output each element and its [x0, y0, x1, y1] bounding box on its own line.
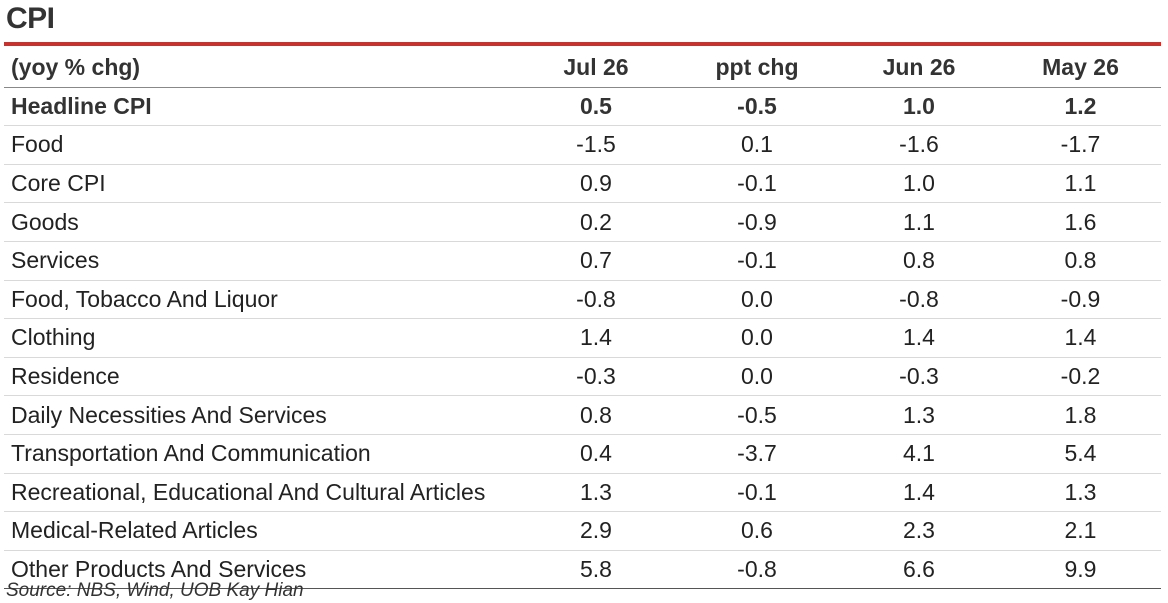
cell-jul-26: -0.3	[516, 357, 676, 397]
row-label: Services	[4, 241, 516, 281]
cell-jun-26: 1.4	[838, 318, 1000, 358]
cell-ppt-chg: -0.1	[676, 241, 838, 281]
cell-may-26: 2.1	[1000, 511, 1161, 551]
header-jul-26: Jul 26	[516, 49, 676, 88]
cell-ppt-chg: -0.9	[676, 202, 838, 242]
page-title: CPI	[6, 2, 55, 35]
cell-jul-26: -0.8	[516, 280, 676, 320]
cell-may-26: 1.6	[1000, 202, 1161, 242]
table-row: Food, Tobacco And Liquor -0.8 0.0 -0.8 -0.9	[4, 280, 1161, 320]
header-ppt-chg: ppt chg	[676, 49, 838, 88]
table-row: Goods 0.2 -0.9 1.1 1.6	[4, 202, 1161, 242]
table-row: Services 0.7 -0.1 0.8 0.8	[4, 241, 1161, 281]
cell-may-26: 0.8	[1000, 241, 1161, 281]
cell-ppt-chg: 0.0	[676, 318, 838, 358]
cell-jun-26: 6.6	[838, 550, 1000, 590]
row-label: Goods	[4, 202, 516, 242]
cell-jun-26: 0.8	[838, 241, 1000, 281]
title-rule	[4, 42, 1161, 46]
table-row: Clothing 1.4 0.0 1.4 1.4	[4, 318, 1161, 358]
cell-jul-26: 1.4	[516, 318, 676, 358]
row-label: Headline CPI	[4, 87, 516, 127]
cell-ppt-chg: 0.0	[676, 357, 838, 397]
table-row: Headline CPI 0.5 -0.5 1.0 1.2	[4, 87, 1161, 127]
cell-jun-26: 4.1	[838, 434, 1000, 474]
cell-ppt-chg: -0.1	[676, 473, 838, 513]
cell-may-26: 1.3	[1000, 473, 1161, 513]
row-label: Recreational, Educational And Cultural A…	[4, 473, 516, 513]
row-label: Transportation And Communication	[4, 434, 516, 474]
row-label: Residence	[4, 357, 516, 397]
cell-jun-26: 1.1	[838, 202, 1000, 242]
cpi-table: (yoy % chg) Jul 26 ppt chg Jun 26 May 26…	[4, 49, 1161, 590]
table-row: Food -1.5 0.1 -1.6 -1.7	[4, 125, 1161, 165]
cell-jun-26: 2.3	[838, 511, 1000, 551]
cell-jul-26: 1.3	[516, 473, 676, 513]
cell-jul-26: 5.8	[516, 550, 676, 590]
cell-may-26: 1.1	[1000, 164, 1161, 204]
cell-ppt-chg: -0.5	[676, 87, 838, 127]
table-row: Residence -0.3 0.0 -0.3 -0.2	[4, 357, 1161, 397]
row-label: Food	[4, 125, 516, 165]
cell-jun-26: 1.4	[838, 473, 1000, 513]
cell-ppt-chg: -0.5	[676, 395, 838, 435]
cell-ppt-chg: -0.8	[676, 550, 838, 590]
table-row: Other Products And Services 5.8 -0.8 6.6 9.9	[4, 550, 1161, 590]
cell-jul-26: 0.2	[516, 202, 676, 242]
cell-jul-26: 0.4	[516, 434, 676, 474]
row-label: Medical-Related Articles	[4, 511, 516, 551]
table-row: Core CPI 0.9 -0.1 1.0 1.1	[4, 164, 1161, 204]
cell-jun-26: -0.8	[838, 280, 1000, 320]
cell-jul-26: 0.5	[516, 87, 676, 127]
cell-jun-26: -1.6	[838, 125, 1000, 165]
table-row: Daily Necessities And Services 0.8 -0.5 1.3…	[4, 395, 1161, 435]
cell-jun-26: 1.3	[838, 395, 1000, 435]
cell-jun-26: 1.0	[838, 164, 1000, 204]
table-body: Headline CPI 0.5 -0.5 1.0 1.2 Food -1.5 0.1 -1.6…	[4, 87, 1161, 590]
cell-jul-26: 2.9	[516, 511, 676, 551]
cell-jul-26: 0.8	[516, 395, 676, 435]
table-row: Medical-Related Articles 2.9 0.6 2.3 2.1	[4, 511, 1161, 551]
cell-may-26: -0.2	[1000, 357, 1161, 397]
table-header-row: (yoy % chg) Jul 26 ppt chg Jun 26 May 26	[4, 49, 1161, 88]
cell-may-26: -1.7	[1000, 125, 1161, 165]
cell-may-26: 1.2	[1000, 87, 1161, 127]
cell-may-26: -0.9	[1000, 280, 1161, 320]
row-label: Other Products And Services	[4, 550, 516, 590]
table-row: Recreational, Educational And Cultural A…	[4, 473, 1161, 513]
cell-jul-26: 0.7	[516, 241, 676, 281]
cell-jun-26: -0.3	[838, 357, 1000, 397]
row-label: Daily Necessities And Services	[4, 395, 516, 435]
cell-may-26: 1.4	[1000, 318, 1161, 358]
header-jun-26: Jun 26	[838, 49, 1000, 88]
cell-jul-26: 0.9	[516, 164, 676, 204]
header-may-26: May 26	[1000, 49, 1161, 88]
cell-ppt-chg: -0.1	[676, 164, 838, 204]
cell-jun-26: 1.0	[838, 87, 1000, 127]
header-label: (yoy % chg)	[4, 49, 516, 88]
cell-ppt-chg: 0.0	[676, 280, 838, 320]
row-label: Clothing	[4, 318, 516, 358]
row-label: Food, Tobacco And Liquor	[4, 280, 516, 320]
cell-jul-26: -1.5	[516, 125, 676, 165]
cell-may-26: 5.4	[1000, 434, 1161, 474]
cell-ppt-chg: -3.7	[676, 434, 838, 474]
cell-ppt-chg: 0.1	[676, 125, 838, 165]
table-row: Transportation And Communication 0.4 -3.7 4…	[4, 434, 1161, 474]
row-label: Core CPI	[4, 164, 516, 204]
source-note: Source: NBS, Wind, UOB Kay Hian	[6, 580, 304, 601]
cell-may-26: 1.8	[1000, 395, 1161, 435]
cell-ppt-chg: 0.6	[676, 511, 838, 551]
cell-may-26: 9.9	[1000, 550, 1161, 590]
